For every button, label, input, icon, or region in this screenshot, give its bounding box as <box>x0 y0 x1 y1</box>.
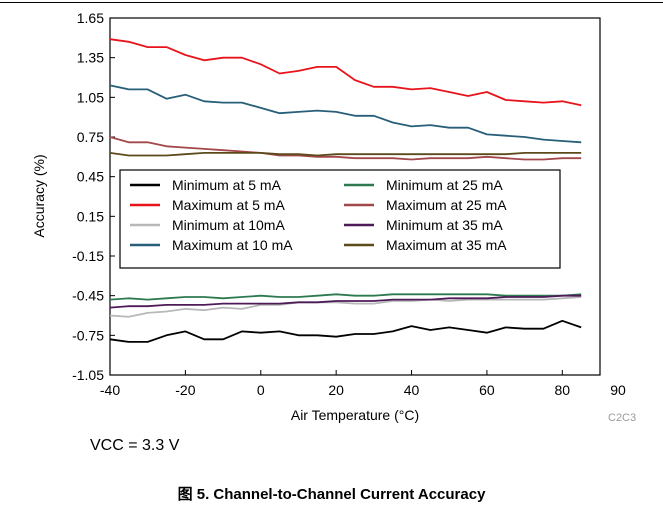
series-line-8 <box>109 151 582 157</box>
x-axis-title: Air Temperature (°C) <box>291 407 419 423</box>
series-line-4 <box>109 84 582 144</box>
y-tick-label: 0.15 <box>77 208 104 224</box>
legend-label: Maximum at 35 mA <box>386 237 507 253</box>
x-tick-label: 80 <box>555 382 571 398</box>
x-axis: -40 -20 0 20 40 60 80 90 <box>100 370 626 398</box>
legend-label: Minimum at 25 mA <box>386 177 503 193</box>
legend-label: Minimum at 35 mA <box>386 217 503 233</box>
y-tick-label: -1.05 <box>72 367 104 383</box>
y-tick-label: 0.75 <box>77 129 104 145</box>
figure-code: C2C3 <box>608 412 636 424</box>
figure-caption: 图 5. Channel-to-Channel Current Accuracy <box>177 486 486 503</box>
series-line-6 <box>109 136 582 161</box>
y-tick-label: -0.15 <box>72 248 104 264</box>
legend: Minimum at 5 mA Minimum at 25 mA Maximum a… <box>119 169 561 269</box>
series-line-3 <box>109 296 582 318</box>
legend-label: Maximum at 5 mA <box>172 197 285 213</box>
y-tick-label: 1.65 <box>77 10 104 26</box>
y-tick-label: 0.45 <box>77 169 104 185</box>
y-tick-label: 1.05 <box>77 89 104 105</box>
y-tick-label: -0.45 <box>72 288 104 304</box>
y-axis: 1.65 1.35 1.05 0.75 0.45 0.15 -0.15 -0.45 -0.75 -… <box>72 10 115 383</box>
top-rule <box>0 2 663 3</box>
series-line-7 <box>109 294 582 309</box>
x-tick-label: -20 <box>175 382 195 398</box>
y-axis-title: Accuracy (%) <box>31 154 47 237</box>
x-tick-label: 90 <box>610 382 626 398</box>
x-tick-label: -40 <box>100 382 120 398</box>
legend-label: Minimum at 5 mA <box>172 177 282 193</box>
plot-frame <box>109 17 601 376</box>
x-tick-label: 0 <box>257 382 265 398</box>
legend-label: Maximum at 25 mA <box>386 197 507 213</box>
series-layer <box>109 38 582 343</box>
x-tick-label: 60 <box>479 382 495 398</box>
legend-label: Maximum at 10 mA <box>172 237 293 253</box>
series-line-5 <box>109 293 582 301</box>
accuracy-chart: 1.65 1.35 1.05 0.75 0.45 0.15 -0.15 -0.45 -0.75 -… <box>31 10 636 424</box>
condition-note: VCC = 3.3 V <box>90 437 180 454</box>
legend-box <box>119 169 561 269</box>
series-line-1 <box>109 319 582 343</box>
x-tick-label: 20 <box>328 382 344 398</box>
y-tick-label: -0.75 <box>72 327 104 343</box>
x-tick-label: 40 <box>404 382 420 398</box>
series-line-2 <box>109 38 582 107</box>
legend-label: Minimum at 10mA <box>172 217 285 233</box>
y-tick-label: 1.35 <box>77 50 104 66</box>
